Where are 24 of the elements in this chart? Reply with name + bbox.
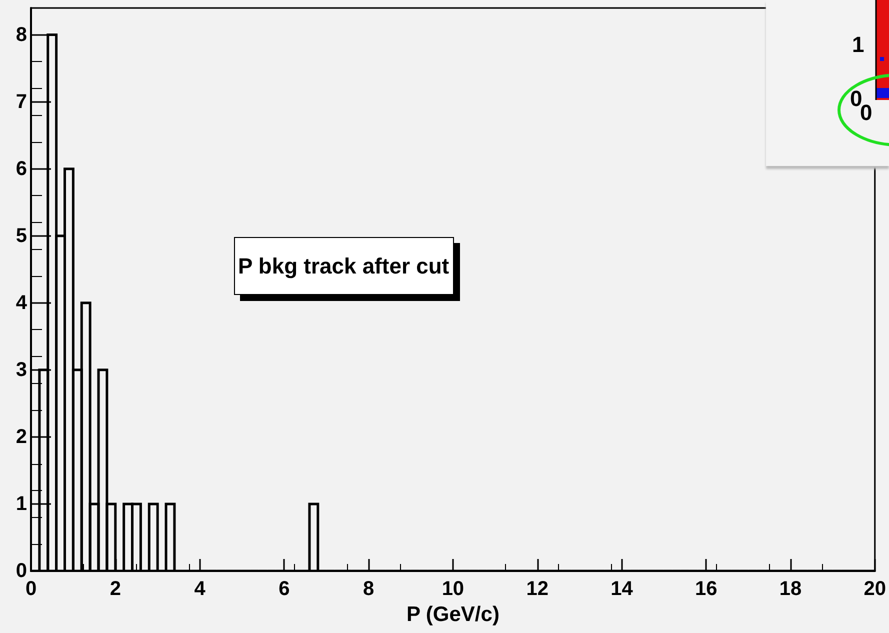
x-tick-label: 14: [610, 578, 634, 600]
y-tick-label: 0: [16, 560, 27, 582]
x-axis-title: P (GeV/c): [406, 602, 500, 626]
y-tick-label: 2: [16, 426, 27, 448]
annotation: 1: [852, 32, 864, 58]
x-tick-label: 8: [362, 578, 374, 600]
x-tick-label: 20: [864, 578, 886, 600]
x-tick-label: 6: [278, 578, 290, 600]
x-tick-label: 4: [194, 578, 206, 600]
x-tick-label: 10: [442, 578, 464, 600]
x-tick-label: 2: [110, 578, 121, 600]
y-tick-label: 8: [16, 24, 27, 46]
x-tick-label: 16: [694, 578, 718, 600]
y-tick-label: 5: [16, 224, 27, 247]
y-tick-label: 3: [16, 358, 27, 381]
y-tick-label: 1: [16, 492, 27, 515]
x-tick-label: 18: [779, 578, 802, 600]
text: P bkg track after cut: [238, 254, 450, 278]
annotation: 0: [860, 100, 872, 126]
annotation: 0: [850, 86, 862, 111]
y-tick-label: 6: [16, 158, 27, 180]
x-tick-label: 12: [526, 578, 548, 600]
y-tick-label: 4: [16, 292, 28, 314]
y-tick-label: 7: [16, 90, 27, 113]
